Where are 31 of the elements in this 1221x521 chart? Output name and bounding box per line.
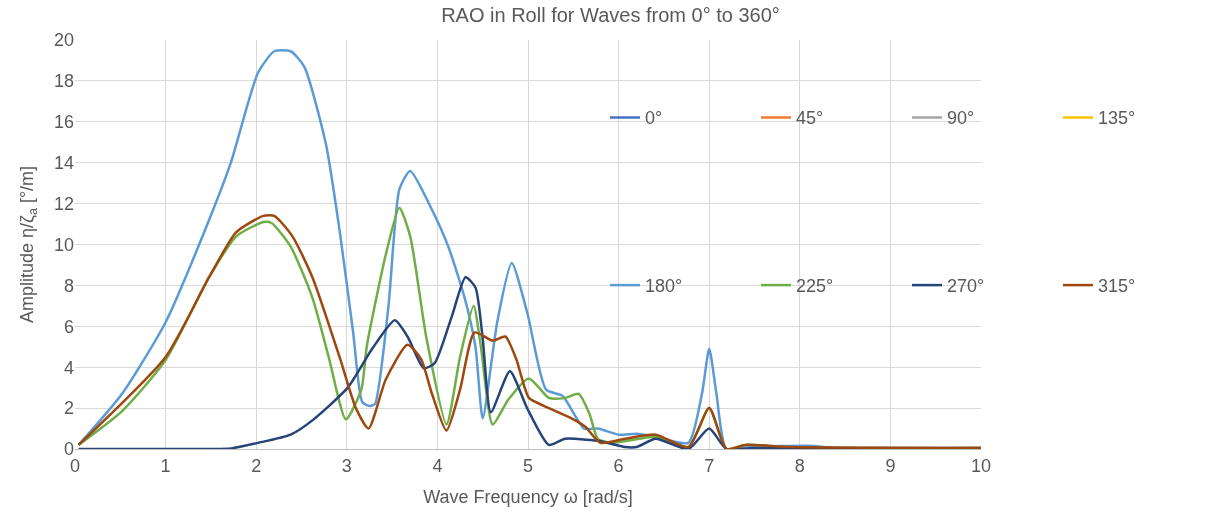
x-tick-label: 3 bbox=[341, 455, 352, 476]
legend-label: 315° bbox=[1098, 276, 1136, 297]
legend-label: 180° bbox=[645, 276, 683, 297]
y-tick-label: 20 bbox=[53, 30, 74, 51]
y-tick-label: 18 bbox=[53, 71, 74, 92]
x-tick-label: 1 bbox=[160, 455, 171, 476]
y-tick-label: 8 bbox=[63, 275, 74, 296]
y-tick-label: 2 bbox=[63, 398, 74, 419]
legend-label: 0° bbox=[645, 108, 663, 129]
x-tick-label: 8 bbox=[794, 455, 805, 476]
y-tick-label: 10 bbox=[53, 234, 74, 255]
x-tick-label: 6 bbox=[613, 455, 624, 476]
y-tick-label: 12 bbox=[53, 193, 74, 214]
y-tick-label: 0 bbox=[63, 439, 74, 460]
legend-label: 90° bbox=[947, 108, 975, 129]
x-tick-label: 10 bbox=[970, 455, 992, 476]
x-axis-title: Wave Frequency ω [rad/s] bbox=[423, 486, 633, 507]
legend-label: 270° bbox=[947, 276, 985, 297]
x-tick-label: 2 bbox=[251, 455, 262, 476]
y-tick-label: 4 bbox=[63, 357, 74, 378]
legend-label: 45° bbox=[796, 108, 824, 129]
x-tick-label: 5 bbox=[522, 455, 534, 476]
y-tick-label: 16 bbox=[53, 112, 74, 133]
y-tick-label: 6 bbox=[63, 316, 74, 337]
x-tick-label: 4 bbox=[432, 455, 443, 476]
y-tick-label: 14 bbox=[53, 153, 74, 173]
x-tick-label: 9 bbox=[885, 455, 896, 476]
x-tick-label: 7 bbox=[704, 455, 715, 476]
chart-title: RAO in Roll for Waves from 0° to 360° bbox=[441, 3, 780, 26]
legend-label: 135° bbox=[1098, 108, 1136, 129]
legend-label: 225° bbox=[796, 276, 834, 297]
